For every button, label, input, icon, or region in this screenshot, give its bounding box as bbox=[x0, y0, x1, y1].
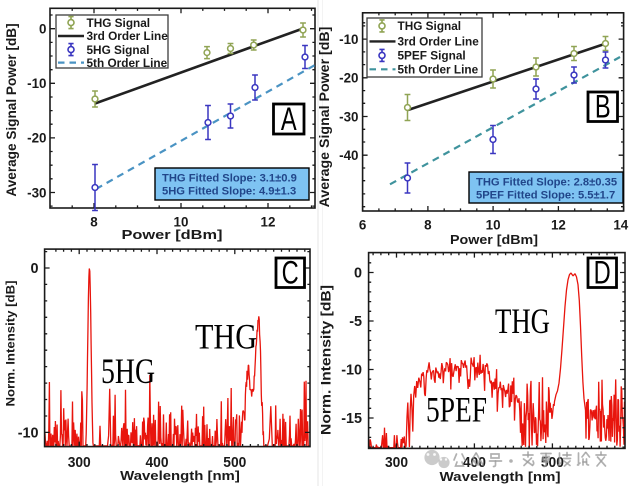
svg-text:0: 0 bbox=[354, 266, 362, 282]
svg-text:-10: -10 bbox=[339, 32, 358, 47]
svg-text:B: B bbox=[595, 89, 611, 124]
svg-text:Average Signal Power [dB]: Average Signal Power [dB] bbox=[317, 27, 333, 208]
svg-text:0: 0 bbox=[39, 22, 46, 37]
svg-text:THG: THG bbox=[495, 301, 550, 341]
svg-text:3rd Order Line: 3rd Order Line bbox=[398, 35, 480, 49]
svg-text:Norm. Intensity [dB]: Norm. Intensity [dB] bbox=[319, 285, 334, 435]
svg-text:12: 12 bbox=[551, 218, 566, 233]
svg-text:Power [dBm]: Power [dBm] bbox=[450, 232, 538, 247]
svg-text:12: 12 bbox=[261, 214, 276, 229]
svg-text:THG Fitted Slope: 3.1±0.9: THG Fitted Slope: 3.1±0.9 bbox=[162, 173, 297, 185]
svg-text:A: A bbox=[281, 101, 297, 136]
svg-text:-5: -5 bbox=[349, 314, 362, 330]
svg-text:500: 500 bbox=[223, 454, 246, 471]
svg-text:Power [dBm]: Power [dBm] bbox=[122, 227, 223, 242]
svg-text:10: 10 bbox=[486, 218, 501, 233]
svg-text:8: 8 bbox=[424, 218, 432, 233]
svg-text:5PEF Signal: 5PEF Signal bbox=[398, 49, 466, 63]
svg-text:5HG Fitted Slope: 4.9±1.3: 5HG Fitted Slope: 4.9±1.3 bbox=[162, 186, 296, 198]
svg-text:5HG Signal: 5HG Signal bbox=[87, 43, 150, 57]
svg-text:Wavelength [nm]: Wavelength [nm] bbox=[120, 469, 240, 483]
svg-text:-15: -15 bbox=[341, 411, 362, 427]
svg-text:8: 8 bbox=[90, 214, 98, 229]
svg-text:6: 6 bbox=[359, 218, 366, 233]
svg-text:THG: THG bbox=[195, 317, 257, 357]
svg-text:-30: -30 bbox=[27, 185, 46, 200]
svg-text:5PEF Fitted Slope: 5.5±1.7: 5PEF Fitted Slope: 5.5±1.7 bbox=[476, 190, 615, 202]
svg-text:-10: -10 bbox=[341, 363, 362, 379]
svg-text:D: D bbox=[594, 255, 611, 290]
svg-text:5PEF: 5PEF bbox=[426, 390, 487, 430]
svg-text:-40: -40 bbox=[339, 148, 358, 163]
svg-text:Wavelength [nm]: Wavelength [nm] bbox=[440, 470, 561, 484]
svg-text:-10: -10 bbox=[27, 76, 46, 91]
svg-text:3rd Order Line: 3rd Order Line bbox=[87, 29, 169, 43]
svg-text:THG Signal: THG Signal bbox=[87, 16, 151, 30]
svg-text:5th Order Line: 5th Order Line bbox=[398, 63, 479, 77]
svg-text:-20: -20 bbox=[27, 131, 46, 146]
svg-text:THG Fitted Slope: 2.8±0.35: THG Fitted Slope: 2.8±0.35 bbox=[476, 177, 617, 189]
svg-text:THG Signal: THG Signal bbox=[398, 19, 462, 33]
svg-text:-20: -20 bbox=[339, 71, 358, 86]
svg-text:Average Signal Power [dB]: Average Signal Power [dB] bbox=[4, 23, 19, 196]
svg-text:10: 10 bbox=[174, 214, 189, 229]
svg-text:C: C bbox=[282, 255, 299, 290]
svg-text:300: 300 bbox=[68, 454, 91, 471]
svg-text:-10: -10 bbox=[18, 426, 39, 442]
svg-text:0: 0 bbox=[30, 261, 38, 277]
svg-text:5th Order Line: 5th Order Line bbox=[87, 56, 168, 70]
svg-text:14: 14 bbox=[613, 218, 628, 233]
svg-text:Norm. Intensity [dB]: Norm. Intensity [dB] bbox=[4, 281, 18, 407]
svg-text:300: 300 bbox=[385, 454, 408, 471]
svg-text:5HG: 5HG bbox=[101, 351, 155, 391]
svg-text:400: 400 bbox=[146, 454, 169, 471]
svg-text:-30: -30 bbox=[339, 109, 358, 124]
